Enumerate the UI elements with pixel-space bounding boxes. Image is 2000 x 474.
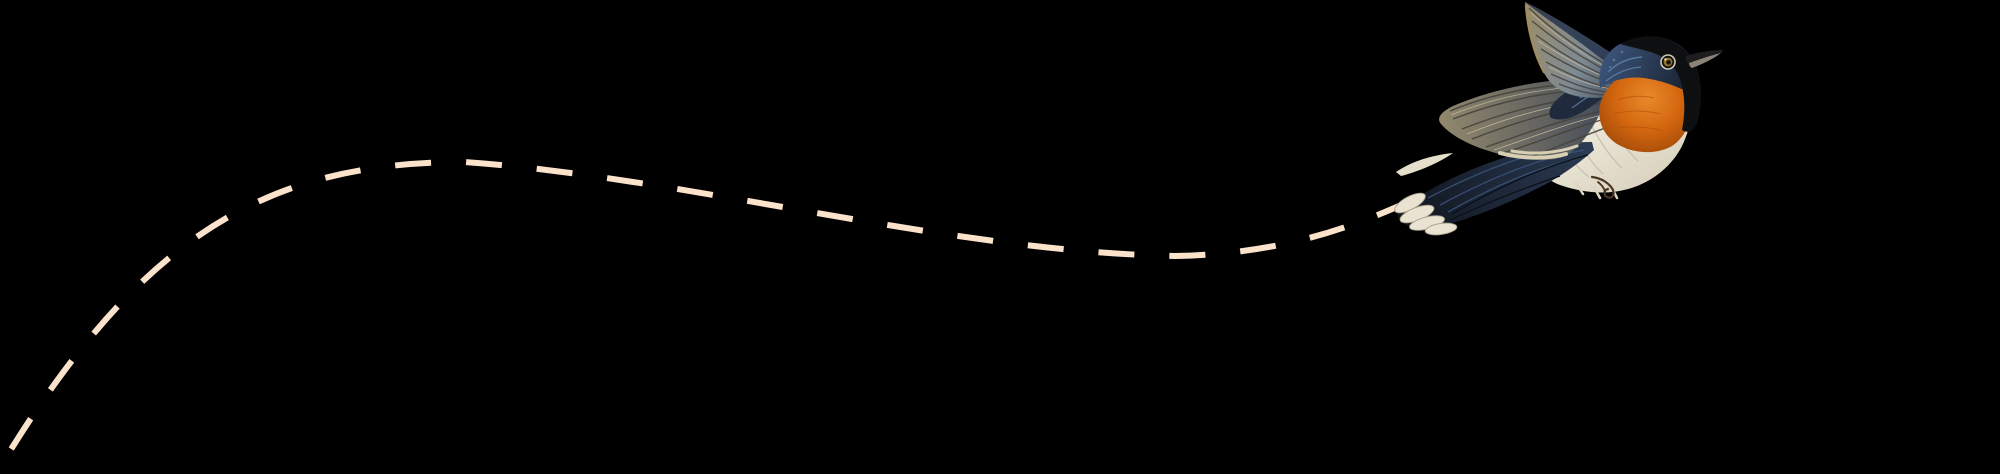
bird-head-sheen-lines <box>1605 56 1643 82</box>
bird-tail-white-tips <box>1394 192 1458 236</box>
bird-feet <box>1590 175 1615 199</box>
bird-head-sheen-speckles <box>1609 50 1624 68</box>
bird-head <box>1599 36 1723 132</box>
flight-path-dashed-line <box>0 158 1410 474</box>
bird-chest-patch <box>1599 65 1691 153</box>
bird-tail-edge-cream-feather <box>1396 153 1453 176</box>
bird-upper-wing-tan-edge <box>1524 4 1546 74</box>
bird-tail-dark-lines <box>1449 154 1589 221</box>
bird-tail <box>1394 142 1594 236</box>
bird-beak <box>1685 50 1723 68</box>
eye-glint <box>1664 58 1667 61</box>
bird-chest-texture-lines <box>1613 95 1664 132</box>
bird-eye <box>1660 54 1676 70</box>
bird-tertial-cream-edges <box>1498 144 1579 160</box>
bird-illustration <box>1394 2 1723 236</box>
bird-crown-mask <box>1620 36 1702 132</box>
